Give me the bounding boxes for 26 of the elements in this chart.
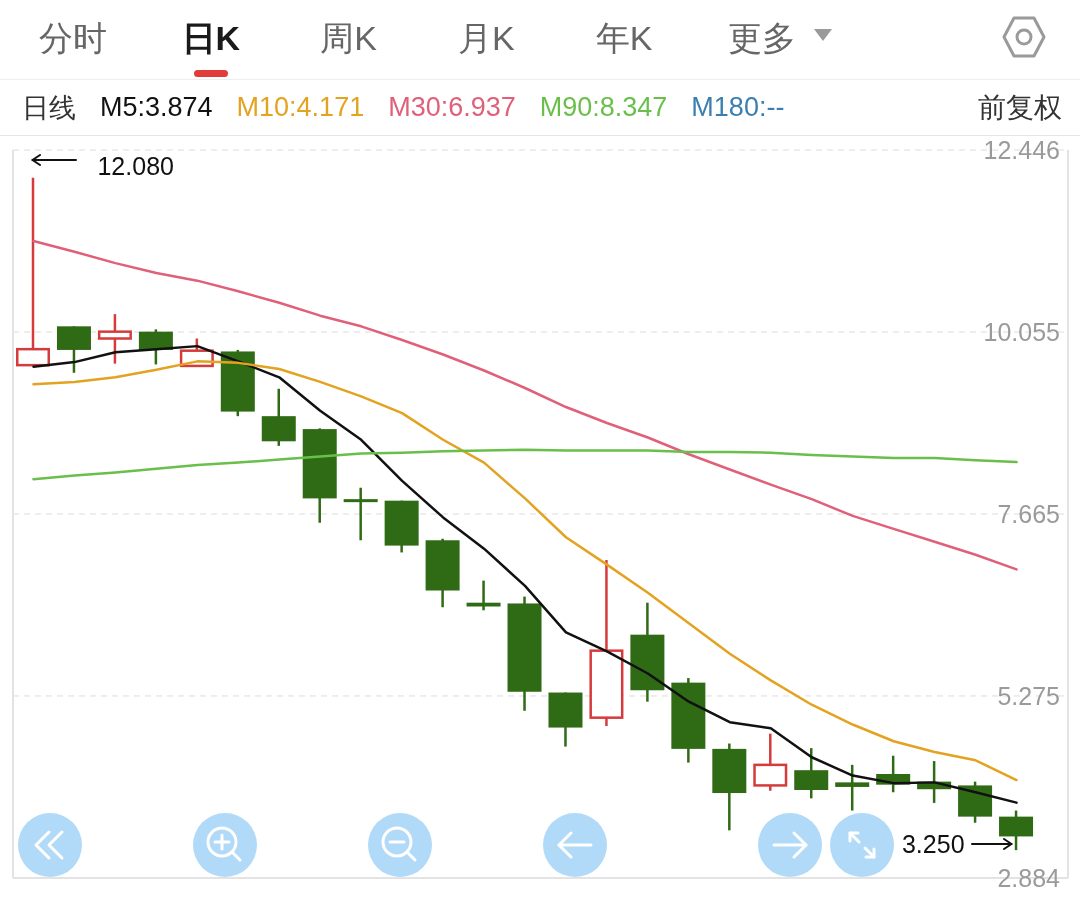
text: 日K <box>181 18 241 58</box>
candlestick <box>16 176 50 367</box>
y-tick-label: 5.275 <box>997 681 1060 710</box>
annotation: 3.250 <box>901 830 965 859</box>
y-tick-label: 10.055 <box>983 317 1060 346</box>
text: 更多 <box>728 18 796 58</box>
line-series <box>32 448 1018 481</box>
text: 月K <box>458 18 515 58</box>
legend-title: 日线 <box>22 91 76 125</box>
text: 前复权 <box>978 92 1062 123</box>
legend-label: M180:-- <box>691 92 785 123</box>
text: M90:8.347 <box>539 92 668 123</box>
y-tick-label: 2.884 <box>997 863 1061 892</box>
text: 分时 <box>39 18 107 58</box>
text: M30:6.937 <box>388 92 516 123</box>
text: M5:3.874 <box>100 92 213 123</box>
y-tick-label: 12.446 <box>983 135 1060 164</box>
annotation: 12.080 <box>97 151 174 180</box>
text: 年K <box>595 18 653 58</box>
candlestick <box>835 763 870 812</box>
candlestick <box>97 312 132 365</box>
candlestick <box>343 486 378 542</box>
candlestick <box>466 579 501 612</box>
y-tick-label: 7.665 <box>997 499 1060 528</box>
text: 周K <box>320 18 377 58</box>
text: M10:4.171 <box>236 92 365 123</box>
